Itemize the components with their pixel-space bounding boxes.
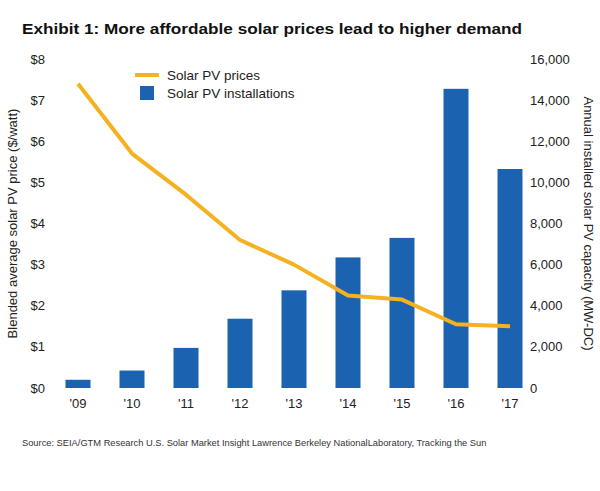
- y2-tick-label: 4,000: [530, 298, 563, 313]
- x-tick-label: '16: [448, 396, 465, 411]
- chart: Exhibit 1: More affordable solar prices …: [0, 0, 600, 491]
- y2-tick-label: 10,000: [530, 175, 570, 190]
- y-tick-label: $7: [31, 93, 45, 108]
- bar: [174, 348, 199, 388]
- y-axis-label: Blended average solar PV price ($/watt): [5, 109, 20, 339]
- y2-tick-label: 6,000: [530, 257, 563, 272]
- legend-swatch: [135, 73, 159, 77]
- title: Exhibit 1: More affordable solar prices …: [22, 20, 522, 37]
- bar: [228, 319, 253, 388]
- x-tick-label: '14: [340, 396, 357, 411]
- x-tick-label: '13: [286, 396, 303, 411]
- bar: [66, 380, 91, 388]
- y2-tick-label: 0: [530, 381, 537, 396]
- bar: [120, 371, 145, 388]
- x-tick-label: '12: [232, 396, 249, 411]
- y2-axis-label: Annual installed solar PV capacity (MW-D…: [581, 96, 596, 350]
- y2-tick-label: 14,000: [530, 93, 570, 108]
- y2-tick-label: 8,000: [530, 216, 563, 231]
- line: [78, 84, 510, 327]
- y-tick-label: $8: [31, 52, 45, 67]
- bar: [444, 89, 469, 388]
- legend-label: Solar PV installations: [167, 86, 295, 101]
- source: Source: SEIA/GTM Research U.S. Solar Mar…: [22, 438, 486, 448]
- x-tick-label: '11: [178, 396, 194, 411]
- y-tick-label: $6: [31, 134, 45, 149]
- y-tick-label: $3: [31, 257, 45, 272]
- bar: [336, 257, 361, 388]
- y2-tick-label: 12,000: [530, 134, 570, 149]
- bar: [498, 169, 523, 388]
- y-tick-label: $5: [31, 175, 45, 190]
- y2-tick-label: 16,000: [530, 52, 570, 67]
- x-tick-label: '17: [502, 396, 519, 411]
- x-tick-label: '10: [124, 396, 141, 411]
- x-tick-label: '09: [70, 396, 87, 411]
- legend-swatch: [140, 86, 154, 100]
- y-tick-label: $0: [31, 381, 45, 396]
- legend-label: Solar PV prices: [167, 68, 260, 83]
- y2-tick-label: 2,000: [530, 339, 563, 354]
- y-tick-label: $2: [31, 298, 45, 313]
- x-tick-label: '15: [394, 396, 411, 411]
- y-tick-label: $4: [31, 216, 45, 231]
- plot-area: [66, 84, 523, 388]
- y-tick-label: $1: [31, 339, 45, 354]
- bar: [282, 290, 307, 388]
- bar: [390, 238, 415, 388]
